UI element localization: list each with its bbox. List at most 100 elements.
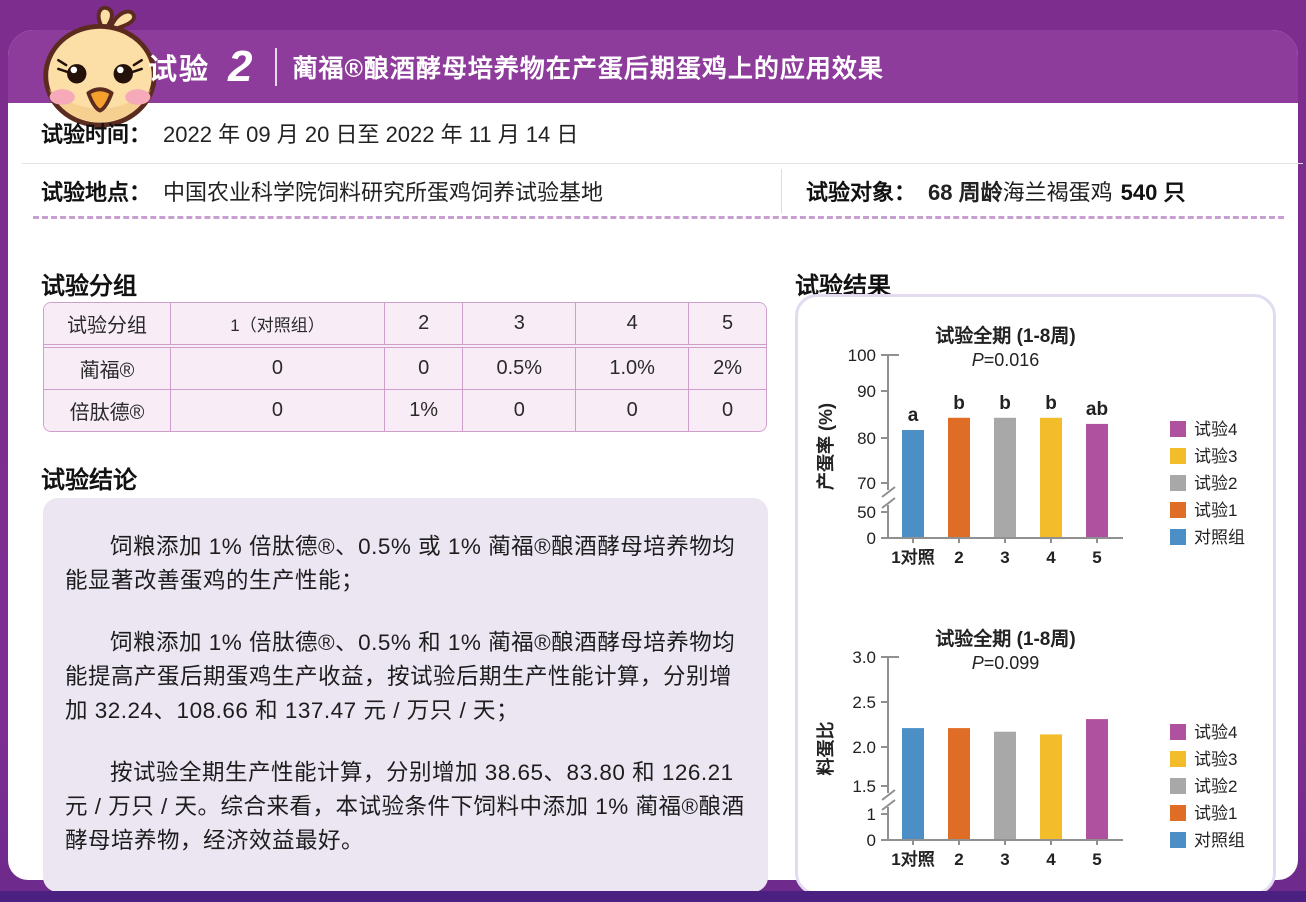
conclusion-paragraph: 按试验全期生产性能计算，分别增加 38.65、83.80 和 126.21 元 … <box>65 760 745 853</box>
svg-text:90: 90 <box>857 382 876 401</box>
svg-text:2.0: 2.0 <box>852 738 876 757</box>
results-panel: a b b b ab 0 50 70 80 90 100 1对照 2 3 4 5 试验全期 (1-8周) P=0.… <box>795 294 1276 895</box>
conclusion-heading: 试验结论 <box>41 467 137 494</box>
legend-swatch <box>1170 529 1186 545</box>
svg-text:试验4: 试验4 <box>1194 420 1237 439</box>
legend-swatch <box>1170 805 1186 821</box>
bar <box>994 731 1016 840</box>
table-cell: 0 <box>688 389 766 431</box>
table-cell: 2% <box>688 345 766 390</box>
row-label-cell: 倍肽德® <box>44 389 171 431</box>
svg-text:试验全期 (1-8周): 试验全期 (1-8周) <box>935 627 1075 650</box>
legend-swatch <box>1170 475 1186 491</box>
groups-heading: 试验分组 <box>41 273 137 300</box>
bar <box>948 417 970 538</box>
conclusion-panel: 饲粮添加 1% 倍肽德®、0.5% 或 1% 蔺福®酿酒酵母培养物均能显著改善蛋… <box>43 498 768 892</box>
table-header-cell: 1（对照组） <box>170 303 385 348</box>
svg-text:P=0.099: P=0.099 <box>972 653 1040 673</box>
svg-text:b: b <box>1045 393 1057 414</box>
table-cell: 0.5% <box>462 345 577 390</box>
svg-text:试验2: 试验2 <box>1194 474 1237 493</box>
svg-text:2: 2 <box>954 548 963 567</box>
page-title: 蔺福®酿酒酵母培养物在产蛋后期蛋鸡上的应用效果 <box>292 54 884 83</box>
groups-table: 试验分组 1（对照组） 2 3 4 5 蔺福® 0 0 0.5% 1.0% 2% 倍肽德® 0 1% 0 0 0 <box>43 302 767 432</box>
svg-text:4: 4 <box>1046 548 1056 567</box>
header-title-row: 试验 2 蔺福®酿酒酵母培养物在产蛋后期蛋鸡上的应用效果 <box>148 30 884 103</box>
svg-text:3: 3 <box>1000 850 1009 869</box>
location-value: 中国农业科学院饲料研究所蛋鸡饲养试验基地 <box>163 179 604 205</box>
svg-text:4: 4 <box>1046 850 1056 869</box>
legend-swatch <box>1170 724 1186 740</box>
subject-label: 试验对象： <box>806 179 917 205</box>
bar <box>948 728 970 840</box>
time-value: 2022 年 09 月 20 日至 2022 年 11 月 14 日 <box>163 122 579 147</box>
svg-text:试验3: 试验3 <box>1194 750 1237 769</box>
legend-swatch <box>1170 778 1186 794</box>
table-cell: 0 <box>170 345 385 390</box>
location-cell: 试验地点： 中国农业科学院饲料研究所蛋鸡饲养试验基地 <box>22 168 782 213</box>
table-header-cell: 试验分组 <box>44 303 171 348</box>
legend-swatch <box>1170 502 1186 518</box>
table-cell: 0 <box>575 389 690 431</box>
svg-text:5: 5 <box>1092 850 1101 869</box>
bottom-accent-strip <box>0 891 1306 902</box>
svg-text:试验4: 试验4 <box>1194 723 1237 742</box>
table-row: 蔺福® 0 0 0.5% 1.0% 2% <box>44 345 766 390</box>
subject-cell: 试验对象： 68 周龄 海兰褐蛋鸡 540 只 <box>782 169 1185 213</box>
feed-egg-ratio-chart: 0 1 1.5 2.0 2.5 3.0 1对照 2 3 4 5 试验全期 (1-8周) P=0.099 料… <box>815 627 1245 869</box>
legend-swatch <box>1170 448 1186 464</box>
bar <box>1040 734 1062 840</box>
svg-text:产蛋率 (%): 产蛋率 (%) <box>815 403 836 490</box>
svg-text:1对照: 1对照 <box>891 547 934 567</box>
experiment-badge-number: 2 <box>228 41 253 91</box>
svg-text:1对照: 1对照 <box>891 849 934 869</box>
experiment-meta-row: 试验地点： 中国农业科学院饲料研究所蛋鸡饲养试验基地 试验对象： 68 周龄 海… <box>22 164 1284 217</box>
svg-text:试验1: 试验1 <box>1194 804 1237 823</box>
svg-text:3: 3 <box>1000 548 1009 567</box>
svg-text:对照组: 对照组 <box>1194 528 1245 547</box>
bar <box>994 417 1016 538</box>
bar <box>902 430 924 538</box>
table-cell: 0 <box>462 389 577 431</box>
row-label-cell: 蔺福® <box>44 345 171 390</box>
svg-text:试验1: 试验1 <box>1194 501 1237 520</box>
svg-text:ab: ab <box>1086 399 1108 420</box>
svg-text:P=0.016: P=0.016 <box>972 350 1040 370</box>
conclusion-paragraph: 饲粮添加 1% 倍肽德®、0.5% 或 1% 蔺福®酿酒酵母培养物均能显著改善蛋… <box>65 534 736 593</box>
experiment-time-row: 试验时间： 2022 年 09 月 20 日至 2022 年 11 月 14 日 <box>22 103 1303 164</box>
svg-text:80: 80 <box>857 429 876 448</box>
svg-text:b: b <box>953 393 965 414</box>
svg-text:试验全期 (1-8周): 试验全期 (1-8周) <box>935 324 1075 347</box>
chick-mascot-icon <box>43 5 157 128</box>
table-header-cell: 3 <box>462 303 577 348</box>
table-header-cell: 4 <box>575 303 690 348</box>
bar <box>1086 423 1108 538</box>
svg-text:2.5: 2.5 <box>852 693 876 712</box>
experiment-badge-label: 试验 <box>148 53 211 86</box>
svg-text:5: 5 <box>1092 548 1101 567</box>
svg-text:b: b <box>999 393 1011 414</box>
svg-text:70: 70 <box>857 474 876 493</box>
dashed-divider <box>33 216 1284 219</box>
svg-text:1: 1 <box>867 805 876 824</box>
time-label: 试验时间： <box>41 122 152 147</box>
table-cell: 1.0% <box>575 345 690 390</box>
table-cell: 0 <box>383 345 464 390</box>
legend-swatch <box>1170 421 1186 437</box>
table-cell: 0 <box>170 389 385 431</box>
subject-breed: 海兰褐蛋鸡 <box>1002 179 1113 205</box>
table-header-cell: 2 <box>383 303 464 348</box>
title-divider <box>274 47 277 86</box>
subject-age: 68 周龄 <box>928 179 1003 205</box>
svg-text:试验3: 试验3 <box>1194 447 1237 466</box>
table-header-cell: 5 <box>688 303 766 348</box>
svg-text:试验2: 试验2 <box>1194 777 1237 796</box>
svg-text:料蛋比: 料蛋比 <box>815 722 836 776</box>
bar <box>1086 719 1108 840</box>
svg-text:a: a <box>908 405 919 426</box>
table-cell: 1% <box>383 389 464 431</box>
legend-swatch <box>1170 751 1186 767</box>
table-header-row: 试验分组 1（对照组） 2 3 4 5 <box>44 303 766 348</box>
